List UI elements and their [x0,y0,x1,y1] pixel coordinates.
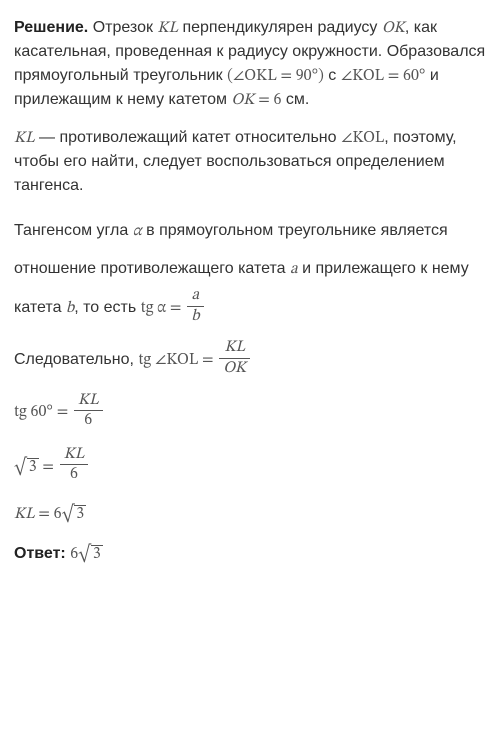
math-kl: KL [157,20,178,36]
solution-para-3: Тангенсом угла α в прямоугольном треугол… [14,212,486,327]
math-alpha: α [133,223,142,239]
equation-3: KL = 63 [14,502,486,526]
math-kl: KL [14,130,35,146]
math-angle-kol: ∠KOL [341,130,384,146]
equation-1: tg 60° = KL6 [14,394,486,432]
math-a: a [290,261,298,277]
math-ok-6: OK = 6 [231,92,281,108]
text: Отрезок [88,19,157,36]
math-angle-okl: (∠OKL = 90°) [227,68,324,84]
equation-2: 3 = KL6 [14,448,486,486]
text: с [324,67,341,84]
math-ok: OK [382,20,405,36]
eq-tan-def: tg α = ab [141,300,206,316]
answer-value: 63 [70,546,103,562]
eq-tan-kol: tg ∠KOL = KLOK [138,352,252,368]
text: — противолежащий катет относительно [35,129,341,146]
text: , то есть [74,299,140,316]
answer-line: Ответ: 63 [14,542,486,566]
text: перпендикулярен радиусу [178,19,382,36]
answer-label: Ответ: [14,545,66,562]
solution-para-2: KL — противолежащий катет относительно ∠… [14,126,486,198]
text: см. [281,91,309,108]
solution-label: Решение. [14,19,88,36]
solution-para-1: Решение. Отрезок KL перпендикулярен ради… [14,16,486,112]
solution-para-4: Следовательно, tg ∠KOL = KLOK [14,341,486,379]
text: Тангенсом угла [14,222,133,239]
text: Следовательно, [14,351,138,368]
math-angle-kol: ∠KOL = 60° [341,68,426,84]
math-b: b [66,300,74,316]
